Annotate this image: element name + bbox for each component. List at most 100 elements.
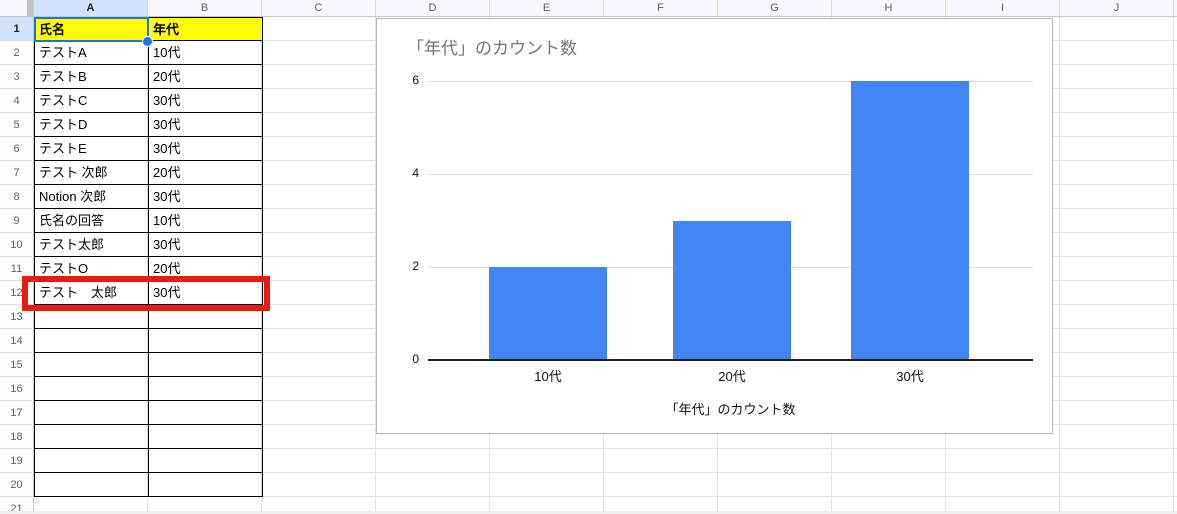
column-header-J[interactable]: J bbox=[1060, 0, 1174, 16]
table-row-8: Notion 次郎 30代 bbox=[34, 185, 263, 209]
row-header-2[interactable]: 2 bbox=[0, 41, 33, 65]
chart-bar-20代[interactable] bbox=[673, 220, 791, 360]
row-header-17[interactable]: 17 bbox=[0, 401, 33, 425]
table-row-18 bbox=[34, 425, 263, 449]
cell-A15[interactable] bbox=[35, 353, 149, 377]
cell-A5[interactable]: テストD bbox=[35, 113, 149, 137]
chart-title: 「年代」のカウント数 bbox=[407, 39, 577, 58]
row-header-4[interactable]: 4 bbox=[0, 89, 33, 113]
chart-x-axis-title: 「年代」のカウント数 bbox=[665, 402, 796, 417]
column-header-D[interactable]: D bbox=[376, 0, 490, 16]
embedded-chart[interactable]: 「年代」のカウント数 0 2 4 6 10代 20代 30代 「年代」のカウント数 bbox=[376, 18, 1053, 434]
table-row-2: テストA 10代 bbox=[34, 41, 263, 65]
column-header-F[interactable]: F bbox=[604, 0, 718, 16]
row-header-13[interactable]: 13 bbox=[0, 305, 33, 329]
cell-B17[interactable] bbox=[149, 401, 263, 425]
cell-B6[interactable]: 30代 bbox=[149, 137, 263, 161]
selection-fill-handle[interactable] bbox=[142, 36, 153, 47]
column-header-I[interactable]: I bbox=[946, 0, 1060, 16]
y-tick-label-6: 6 bbox=[412, 73, 419, 87]
cell-A16[interactable] bbox=[35, 377, 149, 401]
cell-A13[interactable] bbox=[35, 305, 149, 329]
highlight-annotation-box bbox=[22, 276, 270, 311]
cell-B19[interactable] bbox=[149, 449, 263, 473]
row-header-9[interactable]: 9 bbox=[0, 209, 33, 233]
table-row-9: 氏名の回答 10代 bbox=[34, 209, 263, 233]
cell-B8[interactable]: 30代 bbox=[149, 185, 263, 209]
cell-A20[interactable] bbox=[35, 473, 149, 497]
row-header-column: 1 2 3 4 5 6 7 8 9 10 11 12 13 14 15 16 17 18 19 20 21 bbox=[0, 17, 34, 514]
row-header-3[interactable]: 3 bbox=[0, 65, 33, 89]
cell-B1[interactable]: 年代 bbox=[149, 17, 263, 41]
cell-B13[interactable] bbox=[149, 305, 263, 329]
cell-A19[interactable] bbox=[35, 449, 149, 473]
row-header-15[interactable]: 15 bbox=[0, 353, 33, 377]
column-header-H[interactable]: H bbox=[832, 0, 946, 16]
cell-B5[interactable]: 30代 bbox=[149, 113, 263, 137]
row-header-8[interactable]: 8 bbox=[0, 185, 33, 209]
table-row-4: テストC 30代 bbox=[34, 89, 263, 113]
table-row-16 bbox=[34, 377, 263, 401]
cell-A10[interactable]: テスト太郎 bbox=[35, 233, 149, 257]
table-row-12: テスト 太郎 30代 bbox=[34, 281, 263, 305]
cell-A2[interactable]: テストA bbox=[35, 41, 149, 65]
cell-B4[interactable]: 30代 bbox=[149, 89, 263, 113]
table-row-14 bbox=[34, 329, 263, 353]
cell-B9[interactable]: 10代 bbox=[149, 209, 263, 233]
y-tick-label-0: 0 bbox=[412, 352, 419, 366]
select-all-corner[interactable] bbox=[0, 0, 34, 16]
table-row-13 bbox=[34, 305, 263, 329]
cell-B15[interactable] bbox=[149, 353, 263, 377]
row-header-18[interactable]: 18 bbox=[0, 425, 33, 449]
cell-A3[interactable]: テストB bbox=[35, 65, 149, 89]
row-header-19[interactable]: 19 bbox=[0, 449, 33, 473]
table-row-7: テスト 次郎 20代 bbox=[34, 161, 263, 185]
row-header-7[interactable]: 7 bbox=[0, 161, 33, 185]
row-header-6[interactable]: 6 bbox=[0, 137, 33, 161]
column-header-G[interactable]: G bbox=[718, 0, 832, 16]
row-header-5[interactable]: 5 bbox=[0, 113, 33, 137]
table-header-row: 氏名 年代 bbox=[34, 17, 263, 41]
corner-block-icon bbox=[27, 0, 33, 16]
row-header-16[interactable]: 16 bbox=[0, 377, 33, 401]
cell-B16[interactable] bbox=[149, 377, 263, 401]
cell-B7[interactable]: 20代 bbox=[149, 161, 263, 185]
x-category-label-30代: 30代 bbox=[896, 369, 924, 384]
row-header-14[interactable]: 14 bbox=[0, 329, 33, 353]
cell-A7[interactable]: テスト 次郎 bbox=[35, 161, 149, 185]
chart-bar-30代[interactable] bbox=[851, 81, 969, 360]
row-header-20[interactable]: 20 bbox=[0, 473, 33, 497]
cell-A4[interactable]: テストC bbox=[35, 89, 149, 113]
column-header-E[interactable]: E bbox=[490, 0, 604, 16]
cell-B12[interactable]: 30代 bbox=[149, 281, 263, 305]
row-header-10[interactable]: 10 bbox=[0, 233, 33, 257]
chart-bar-10代[interactable] bbox=[489, 267, 607, 360]
cell-B20[interactable] bbox=[149, 473, 263, 497]
column-header-B[interactable]: B bbox=[148, 0, 262, 16]
cell-B2[interactable]: 10代 bbox=[149, 41, 263, 65]
table-row-3: テストB 20代 bbox=[34, 65, 263, 89]
row-header-1[interactable]: 1 bbox=[0, 17, 33, 41]
cell-A17[interactable] bbox=[35, 401, 149, 425]
row-header-21[interactable]: 21 bbox=[0, 497, 33, 514]
cell-A8[interactable]: Notion 次郎 bbox=[35, 185, 149, 209]
column-header-C[interactable]: C bbox=[262, 0, 376, 16]
cell-A14[interactable] bbox=[35, 329, 149, 353]
cell-A12[interactable]: テスト 太郎 bbox=[35, 281, 149, 305]
cell-B14[interactable] bbox=[149, 329, 263, 353]
table-row-19 bbox=[34, 449, 263, 473]
cell-B10[interactable]: 30代 bbox=[149, 233, 263, 257]
x-category-label-10代: 10代 bbox=[534, 369, 562, 384]
table-row-20 bbox=[34, 473, 263, 497]
row-header-11[interactable]: 11 bbox=[0, 257, 33, 281]
cell-B18[interactable] bbox=[149, 425, 263, 449]
y-gridline-6 bbox=[428, 81, 1033, 82]
cell-A1[interactable]: 氏名 bbox=[35, 17, 149, 41]
cell-A6[interactable]: テストE bbox=[35, 137, 149, 161]
cell-A9[interactable]: 氏名の回答 bbox=[35, 209, 149, 233]
column-header-A[interactable]: A bbox=[34, 0, 148, 16]
cell-A18[interactable] bbox=[35, 425, 149, 449]
cell-B3[interactable]: 20代 bbox=[149, 65, 263, 89]
row-header-12[interactable]: 12 bbox=[0, 281, 33, 305]
